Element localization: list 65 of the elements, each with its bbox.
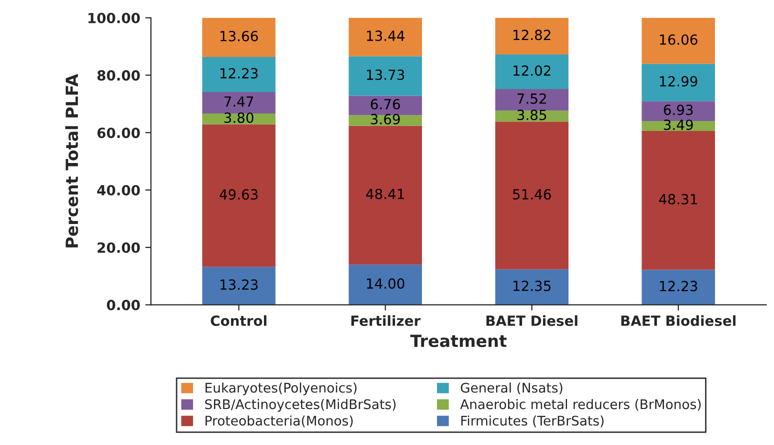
bar xyxy=(642,18,715,64)
bar xyxy=(642,270,715,305)
x-tick-label: BAET Diesel xyxy=(486,315,578,326)
data-label: 16.06 xyxy=(660,34,698,45)
data-label: 12.82 xyxy=(513,30,550,40)
legend-label: Proteobacteria(Monos) xyxy=(206,415,353,428)
bar xyxy=(642,121,715,132)
bar xyxy=(348,126,422,265)
bar xyxy=(495,54,568,90)
x-tick-label: Fertilizer xyxy=(351,315,421,326)
data-label: 14.00 xyxy=(366,278,404,289)
x-tick-label: BAET Biodiesel xyxy=(621,315,736,326)
data-label: 48.41 xyxy=(366,188,404,200)
bar xyxy=(495,89,568,111)
bar xyxy=(348,56,422,96)
y-tick-label: 80.00 xyxy=(97,70,140,81)
y-tick-label: 100.00 xyxy=(88,12,140,24)
x-axis-title: Treatment xyxy=(410,334,507,348)
data-label: 3.85 xyxy=(517,110,546,120)
legend-label: Eukaryotes(Polyenoics) xyxy=(206,382,356,396)
data-label: 12.99 xyxy=(660,76,698,87)
legend-label: SRB/Actinoycetes(MidBrSats) xyxy=(205,398,396,412)
bar xyxy=(348,96,422,116)
data-label: 6.76 xyxy=(370,98,400,110)
bar xyxy=(202,92,276,114)
legend-label: Firmicutes (TerBrSats) xyxy=(461,415,604,428)
data-label: 3.80 xyxy=(224,112,254,123)
bar xyxy=(202,266,276,305)
bar xyxy=(642,131,715,270)
data-label: 13.23 xyxy=(220,279,258,290)
data-label: 7.47 xyxy=(224,96,254,107)
data-label: 6.93 xyxy=(664,104,693,116)
x-tick-label: Control xyxy=(210,315,266,326)
bar xyxy=(495,269,568,305)
data-label: 3.69 xyxy=(370,114,400,124)
bar xyxy=(348,18,422,56)
bar xyxy=(348,264,422,305)
y-tick-label: 60.00 xyxy=(97,128,140,138)
y-axis-title: Percent Total PLFA xyxy=(65,74,78,248)
data-label: 13.44 xyxy=(366,30,404,42)
data-label: 12.35 xyxy=(513,280,551,292)
data-label: 12.23 xyxy=(660,280,698,292)
data-label: 12.23 xyxy=(220,68,258,79)
data-label: 12.02 xyxy=(513,65,550,76)
data-label: 13.66 xyxy=(220,30,258,42)
data-label: 13.73 xyxy=(366,70,404,80)
data-label: 51.46 xyxy=(513,189,551,200)
bar xyxy=(202,56,276,92)
legend-label: Anaerobic metal reducers (BrMonos) xyxy=(460,398,701,411)
legend-label: General (Nsats) xyxy=(460,382,562,394)
bar xyxy=(202,18,276,57)
y-tick-label: 0.00 xyxy=(106,300,140,310)
bar xyxy=(642,64,715,102)
bar xyxy=(495,110,568,122)
y-tick-label: 20.00 xyxy=(98,242,140,253)
bar xyxy=(642,101,715,122)
bar xyxy=(495,122,568,270)
data-label: 49.63 xyxy=(220,189,258,200)
data-label: 3.49 xyxy=(664,120,693,130)
data-label: 48.31 xyxy=(659,194,697,204)
bar xyxy=(202,113,276,124)
bar xyxy=(202,124,276,267)
bar xyxy=(495,18,568,55)
data-label: 7.52 xyxy=(518,93,546,104)
y-tick-label: 40.00 xyxy=(97,184,140,196)
